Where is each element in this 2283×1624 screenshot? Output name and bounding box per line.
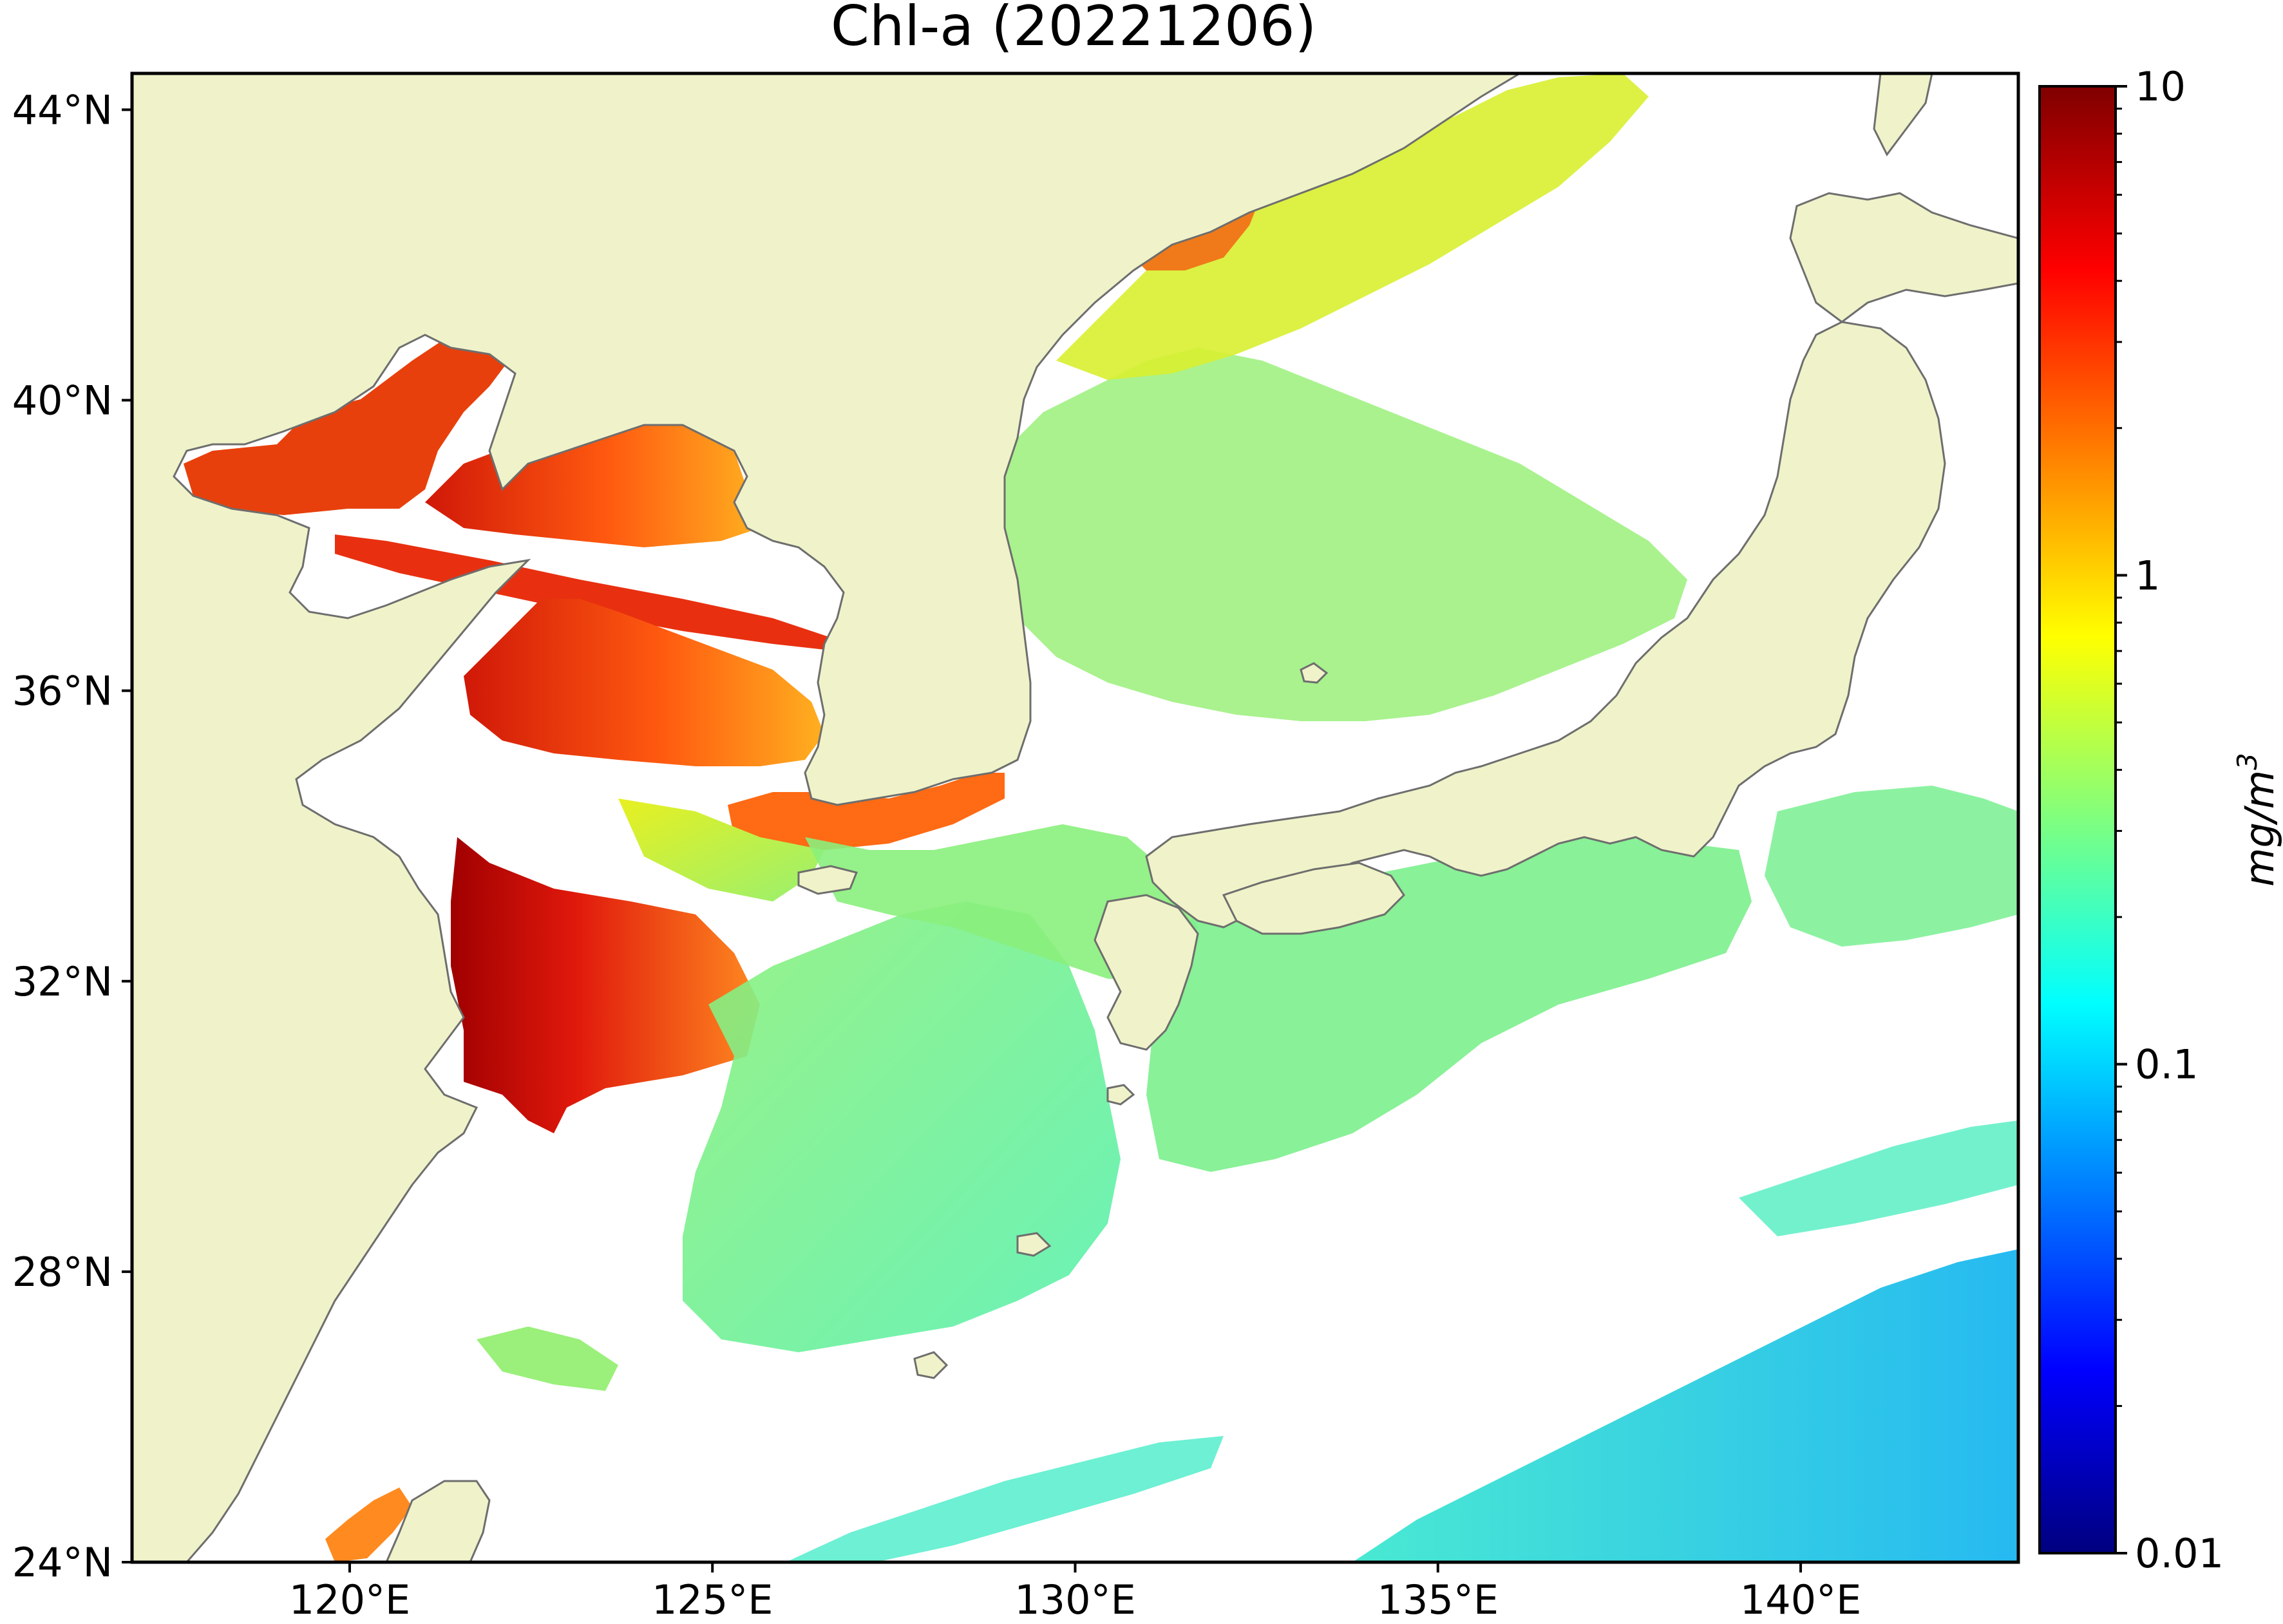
oki-islands bbox=[1300, 662, 1329, 684]
ecs-south-fringe-chl bbox=[477, 1327, 618, 1391]
bohai-sea-chl bbox=[184, 335, 509, 515]
lon-tick-label: 140°E bbox=[1740, 1576, 1862, 1623]
pacific-south-strip-chl bbox=[786, 1436, 1224, 1562]
longitude-ticks: 120°E 125°E 130°E 135°E 140°E bbox=[289, 1562, 1862, 1623]
map-panel bbox=[132, 73, 2018, 1562]
lat-tick-label: 32°N bbox=[12, 958, 113, 1005]
taiwan-strait-chl bbox=[325, 1487, 412, 1562]
lat-tick-label: 36°N bbox=[12, 668, 113, 715]
amami-island bbox=[1016, 1232, 1052, 1257]
lat-tick-label: 24°N bbox=[12, 1539, 113, 1586]
honshu-island bbox=[1145, 321, 1946, 929]
hokkaido-island bbox=[1789, 192, 2018, 323]
north-yellow-sea-band-chl bbox=[335, 534, 831, 650]
pacific-east-strip-chl bbox=[1739, 1120, 2018, 1236]
sakhalin-island bbox=[1873, 73, 1933, 156]
east-china-sea-plume-chl bbox=[618, 798, 824, 902]
pacific-east-chl bbox=[1765, 786, 2018, 947]
korea-south-coast-chl bbox=[728, 773, 1005, 850]
colorbar-label: mg/m3 bbox=[2231, 753, 2283, 887]
sea-of-japan-west-chl bbox=[966, 348, 1687, 721]
lon-tick-label: 130°E bbox=[1014, 1576, 1136, 1623]
asian-mainland bbox=[132, 73, 1522, 1562]
land-layer bbox=[132, 73, 2018, 1562]
colorbar-tick-label: 1 bbox=[2135, 552, 2160, 599]
yangtze-estuary-chl bbox=[451, 837, 760, 1133]
latitude-ticks: 24°N 28°N 32°N 36°N 40°N 44°N bbox=[12, 86, 132, 1586]
east-china-sea-green-chl bbox=[683, 902, 1121, 1352]
map-title: Chl-a (20221206) bbox=[831, 0, 1316, 59]
colorbar-ticks: 10 1 0.1 0.01 bbox=[2116, 63, 2224, 1577]
okinawa-island bbox=[913, 1351, 949, 1379]
shikoku-island bbox=[1222, 862, 1405, 935]
colorbar-tick-label: 0.1 bbox=[2135, 1041, 2199, 1088]
lon-tick-label: 135°E bbox=[1378, 1576, 1499, 1623]
sea-of-japan-north-chl bbox=[1056, 73, 1649, 380]
yellow-sea-central-chl bbox=[464, 599, 824, 766]
jeju-island bbox=[797, 865, 858, 895]
lat-tick-label: 28°N bbox=[12, 1249, 113, 1296]
lat-tick-label: 44°N bbox=[12, 86, 113, 133]
lon-tick-label: 120°E bbox=[289, 1576, 411, 1623]
pacific-oligotrophic-chl bbox=[1352, 1249, 2018, 1562]
colorbar-tick-label: 10 bbox=[2135, 63, 2186, 110]
lon-tick-label: 125°E bbox=[652, 1576, 773, 1623]
colorbar-gradient bbox=[2038, 85, 2117, 1554]
taiwan-island bbox=[385, 1480, 491, 1562]
colorbar-tick-label: 0.01 bbox=[2135, 1530, 2224, 1577]
colorbar: 10 1 0.1 0.01 mg/m3 bbox=[2038, 63, 2283, 1577]
lat-tick-label: 40°N bbox=[12, 377, 113, 424]
kyushu-island bbox=[1094, 894, 1199, 1051]
tanegashima-island bbox=[1106, 1084, 1135, 1106]
chlorophyll-data-layer bbox=[184, 73, 2018, 1562]
